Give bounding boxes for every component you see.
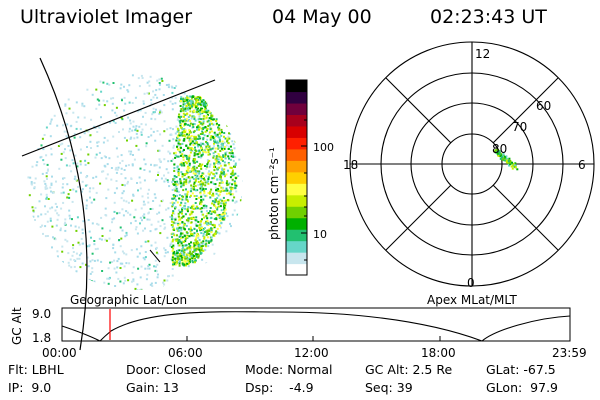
- gain-info: Gain: 13: [126, 380, 179, 395]
- colorbar-swatch: [286, 80, 307, 93]
- colorbar-unit-label: photon cm⁻²s⁻¹: [267, 147, 281, 240]
- polar-diag-ne: [492, 77, 559, 144]
- mode-info: Mode: Normal: [245, 362, 333, 377]
- longitude-line: [39, 57, 88, 351]
- time-tick-0600: 06:00: [168, 346, 203, 360]
- colorbar-swatch: [286, 217, 307, 230]
- mlt-label-6: 6: [578, 158, 586, 172]
- colorbar-swatch: [286, 91, 307, 104]
- colorbar-swatch: [286, 102, 307, 116]
- instrument-title: Ultraviolet Imager: [20, 6, 193, 28]
- polar-aurora: [494, 148, 519, 171]
- door-info: Door: Closed: [126, 362, 207, 377]
- colorbar-swatch: [286, 252, 307, 265]
- polar-diag-se: [492, 184, 559, 251]
- time-tick-1200: 12:00: [294, 346, 329, 360]
- mlt-label-12: 12: [475, 47, 490, 61]
- dsp-info: Dsp: -4.9: [245, 380, 314, 395]
- lat-label-70: 70: [512, 120, 527, 134]
- colorbar-swatch: [286, 229, 307, 242]
- altitude-frame: [61, 307, 571, 342]
- date-label: 04 May 00: [272, 6, 372, 28]
- ip-info: IP: 9.0: [8, 380, 52, 395]
- seq-info: Seq: 39: [365, 380, 413, 395]
- glat-info: GLat: -67.5: [486, 362, 556, 377]
- lat-label-80: 80: [492, 142, 507, 156]
- mlt-label-0: 0: [467, 276, 475, 290]
- colorbar-swatch: [286, 206, 307, 219]
- colorbar-swatch: [286, 137, 307, 150]
- colorbar-swatch: [286, 194, 307, 207]
- colorbar-swatch: [286, 240, 307, 253]
- geographic-image: [21, 57, 243, 351]
- coast-segment: [149, 249, 161, 263]
- colorbar-swatch: [286, 160, 307, 173]
- time-tick-0000: 00:00: [42, 346, 77, 360]
- colorbar-swatch: [286, 148, 307, 161]
- colorbar-frame: [285, 79, 308, 276]
- altitude-min-label: 1.8: [32, 331, 51, 345]
- altitude-strip: GC Alt 9.0 1.8 00:00 06:00 12:00 18:00 2…: [10, 307, 587, 360]
- altitude-axis-label: GC Alt: [10, 307, 24, 345]
- latitude-line: [21, 79, 216, 157]
- geographic-panel-label: Geographic Lat/Lon: [70, 293, 187, 307]
- altitude-max-label: 9.0: [32, 307, 51, 321]
- colorbar-swatch: [286, 183, 307, 196]
- mlt-label-18: 18: [343, 158, 358, 172]
- gc-alt-info: GC Alt: 2.5 Re: [365, 362, 453, 377]
- altitude-curve: [61, 311, 571, 342]
- apex-panel-label: Apex MLat/MLT: [427, 293, 517, 307]
- filter-info: Flt: LBHL: [8, 362, 64, 377]
- time-tick-2359: 23:59: [552, 346, 587, 360]
- colorbar-swatch: [286, 125, 307, 138]
- colorbar-swatch: [286, 114, 307, 127]
- polar-diag-nw: [385, 77, 452, 144]
- time-tick-1800: 18:00: [421, 346, 456, 360]
- colorbar-label-100: 100: [313, 141, 334, 154]
- polar-plot: [349, 41, 595, 287]
- colorbar-swatch: [286, 263, 307, 276]
- polar-diag-sw: [385, 184, 452, 251]
- glon-info: GLon: 97.9: [486, 380, 558, 395]
- colorbar: 100 10 photon cm⁻²s⁻¹: [267, 79, 334, 276]
- colorbar-swatch: [286, 171, 307, 184]
- time-label: 02:23:43 UT: [430, 6, 547, 28]
- lat-label-60: 60: [536, 99, 551, 113]
- colorbar-label-10: 10: [313, 228, 327, 241]
